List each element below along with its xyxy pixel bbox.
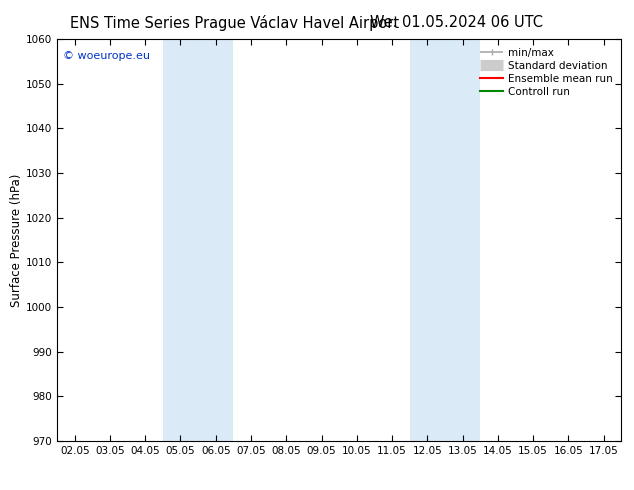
Text: © woeurope.eu: © woeurope.eu — [63, 51, 150, 61]
Bar — [163, 39, 233, 441]
Y-axis label: Surface Pressure (hPa): Surface Pressure (hPa) — [10, 173, 23, 307]
Bar — [410, 39, 481, 441]
Text: We. 01.05.2024 06 UTC: We. 01.05.2024 06 UTC — [370, 15, 543, 30]
Legend: min/max, Standard deviation, Ensemble mean run, Controll run: min/max, Standard deviation, Ensemble me… — [477, 45, 616, 100]
Text: ENS Time Series Prague Václav Havel Airport: ENS Time Series Prague Václav Havel Airp… — [70, 15, 399, 31]
